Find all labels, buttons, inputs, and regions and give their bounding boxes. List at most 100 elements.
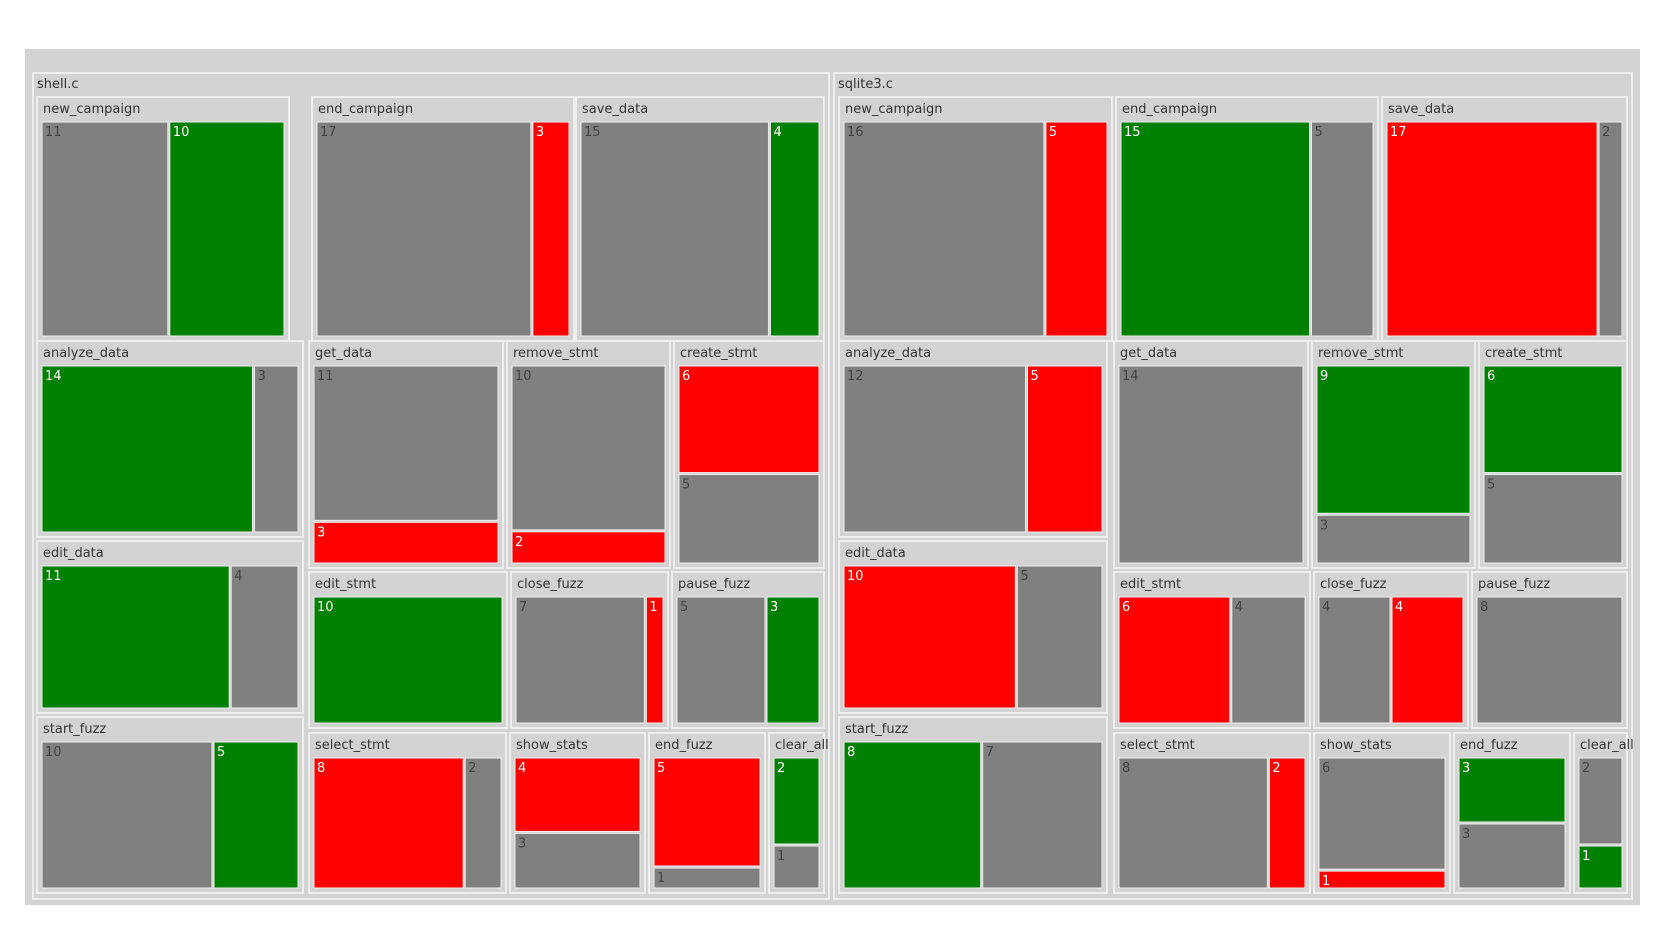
leaf-cell — [316, 121, 532, 337]
function-label: edit_stmt — [1120, 577, 1181, 592]
leaf-value-label: 5 — [680, 600, 688, 615]
function-label: create_stmt — [680, 346, 757, 361]
function-label: save_data — [1388, 102, 1454, 117]
leaf-value-label: 10 — [317, 600, 334, 615]
leaf-cell — [645, 596, 664, 724]
leaf-cell — [515, 596, 645, 724]
function-label: new_campaign — [845, 102, 942, 117]
leaf-value-label: 8 — [1480, 600, 1488, 615]
leaf-cell — [843, 565, 1016, 709]
leaf-cell — [1118, 757, 1268, 889]
function-label: analyze_data — [43, 346, 129, 361]
leaf-value-label: 10 — [45, 745, 62, 760]
function-label: clear_all — [775, 738, 829, 753]
leaf-cell — [653, 757, 761, 867]
leaf-value-label: 10 — [515, 369, 532, 384]
file-label: shell.c — [37, 77, 79, 92]
leaf-value-label: 3 — [1462, 827, 1470, 842]
leaf-cell — [653, 867, 761, 889]
leaf-value-label: 5 — [657, 761, 665, 776]
function-label: end_campaign — [1122, 102, 1217, 117]
leaf-value-label: 3 — [317, 525, 325, 540]
leaf-value-label: 6 — [1487, 369, 1495, 384]
leaf-value-label: 5 — [1049, 125, 1057, 140]
leaf-cell — [313, 365, 499, 521]
leaf-value-label: 1 — [657, 871, 665, 886]
leaf-cell — [230, 565, 299, 709]
leaf-cell — [1391, 596, 1464, 724]
leaf-cell — [1027, 365, 1103, 533]
leaf-value-label: 1 — [1582, 849, 1590, 864]
leaf-value-label: 3 — [770, 600, 778, 615]
leaf-cell — [1318, 870, 1446, 889]
leaf-cell — [1578, 757, 1623, 845]
function-label: edit_stmt — [315, 577, 376, 592]
leaf-cell — [253, 365, 299, 533]
function-label: show_stats — [516, 738, 588, 753]
leaf-cell — [1318, 596, 1391, 724]
leaf-value-label: 5 — [682, 478, 690, 493]
function-label: remove_stmt — [513, 346, 599, 361]
leaf-cell — [843, 741, 982, 889]
leaf-cell — [1483, 365, 1623, 474]
leaf-value-label: 3 — [536, 125, 544, 140]
leaf-cell — [1120, 121, 1310, 337]
leaf-cell — [169, 121, 285, 337]
function-label: clear_all — [1580, 738, 1634, 753]
leaf-cell — [678, 474, 820, 564]
leaf-cell — [1045, 121, 1108, 337]
function-label: pause_fuzz — [678, 577, 750, 592]
leaf-value-label: 8 — [1122, 761, 1130, 776]
leaf-value-label: 8 — [847, 745, 855, 760]
function-label: end_fuzz — [655, 738, 713, 753]
leaf-cell — [1231, 596, 1306, 724]
leaf-cell — [464, 757, 502, 889]
leaf-value-label: 1 — [777, 849, 785, 864]
leaf-cell — [1118, 365, 1304, 564]
function-label: analyze_data — [845, 346, 931, 361]
leaf-value-label: 3 — [257, 369, 265, 384]
leaf-cell — [1476, 596, 1623, 724]
leaf-cell — [514, 757, 641, 832]
leaf-value-label: 17 — [1390, 125, 1407, 140]
leaf-value-label: 3 — [518, 836, 526, 851]
leaf-cell — [511, 365, 666, 531]
function-label: select_stmt — [315, 738, 390, 753]
function-label: close_fuzz — [517, 577, 584, 592]
leaf-value-label: 2 — [515, 535, 523, 550]
leaf-value-label: 5 — [1487, 478, 1495, 493]
leaf-value-label: 4 — [234, 569, 242, 584]
leaf-value-label: 6 — [682, 369, 690, 384]
function-label: get_data — [315, 346, 372, 361]
function-label: pause_fuzz — [1478, 577, 1550, 592]
leaf-cell — [511, 531, 666, 564]
function-label: end_campaign — [318, 102, 413, 117]
leaf-value-label: 4 — [773, 125, 781, 140]
function-label: show_stats — [1320, 738, 1392, 753]
leaf-cell — [1386, 121, 1598, 337]
leaf-value-label: 14 — [45, 369, 62, 384]
leaf-cell — [843, 121, 1045, 337]
leaf-cell — [1316, 365, 1471, 514]
leaf-cell — [1318, 757, 1446, 870]
leaf-cell — [1483, 474, 1623, 564]
leaf-value-label: 2 — [777, 761, 785, 776]
leaf-value-label: 11 — [45, 125, 62, 140]
leaf-value-label: 17 — [320, 125, 337, 140]
function-label: start_fuzz — [43, 722, 106, 737]
leaf-value-label: 15 — [1124, 125, 1141, 140]
function-label: edit_data — [43, 546, 104, 561]
leaf-cell — [1578, 845, 1623, 889]
leaf-value-label: 16 — [847, 125, 864, 140]
leaf-value-label: 6 — [1322, 761, 1330, 776]
leaf-value-label: 6 — [1122, 600, 1130, 615]
function-label: save_data — [582, 102, 648, 117]
leaf-value-label: 4 — [1235, 600, 1243, 615]
leaf-value-label: 4 — [518, 761, 526, 776]
function-label: select_stmt — [1120, 738, 1195, 753]
function-label: new_campaign — [43, 102, 140, 117]
leaf-value-label: 5 — [1020, 569, 1028, 584]
leaf-cell — [1316, 514, 1471, 564]
leaf-cell — [773, 757, 820, 845]
